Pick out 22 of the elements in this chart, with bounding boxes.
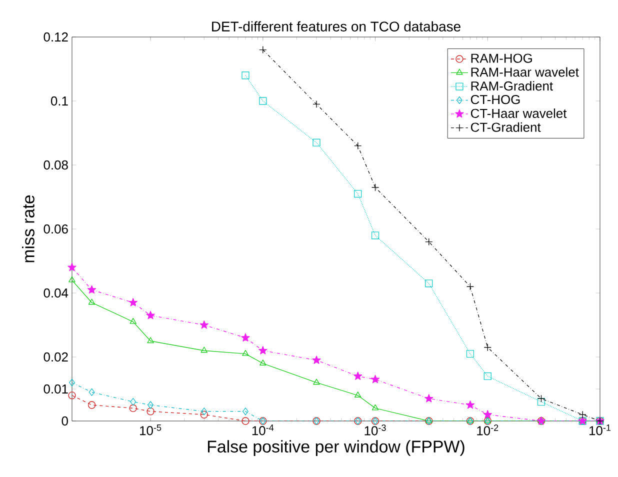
- x-tick-label: 10$^{-4}$: [252, 424, 274, 436]
- y-tick-label: 0.1: [50, 96, 68, 106]
- y-tick-label: 0.08: [44, 160, 68, 170]
- y-tick-label: 0.02: [44, 352, 68, 362]
- x-axis-title: False positive per window (FPPW): [208, 440, 464, 456]
- y-tick-label: 0: [62, 416, 68, 426]
- legend-label: RAM-Haar wavelet: [471, 67, 579, 77]
- chart-title: DET-different features on TCO database: [212, 21, 460, 32]
- legend-label: RAM-HOG: [471, 54, 532, 63]
- x-tick-label: 10$^{-1}$: [590, 424, 611, 436]
- legend-label: CT-HOG: [470, 94, 520, 104]
- x-tick-label: 10$^{-2}$: [477, 424, 498, 436]
- y-tick-label: 0.01: [44, 384, 68, 394]
- legend-label: CT-Gradient: [470, 122, 541, 132]
- y-tick-label: 0.06: [44, 224, 68, 234]
- y-tick-label: 0.12: [44, 32, 68, 42]
- x-tick-label: 10$^{-3}$: [364, 424, 386, 436]
- y-axis-title: miss rate: [22, 195, 34, 262]
- legend-label: CT-Haar wavelet: [470, 108, 567, 118]
- legend-label: RAM-Gradient: [471, 81, 553, 91]
- y-tick-label: 0.04: [44, 288, 68, 298]
- x-tick-label: 10$^{-5}$: [140, 424, 162, 436]
